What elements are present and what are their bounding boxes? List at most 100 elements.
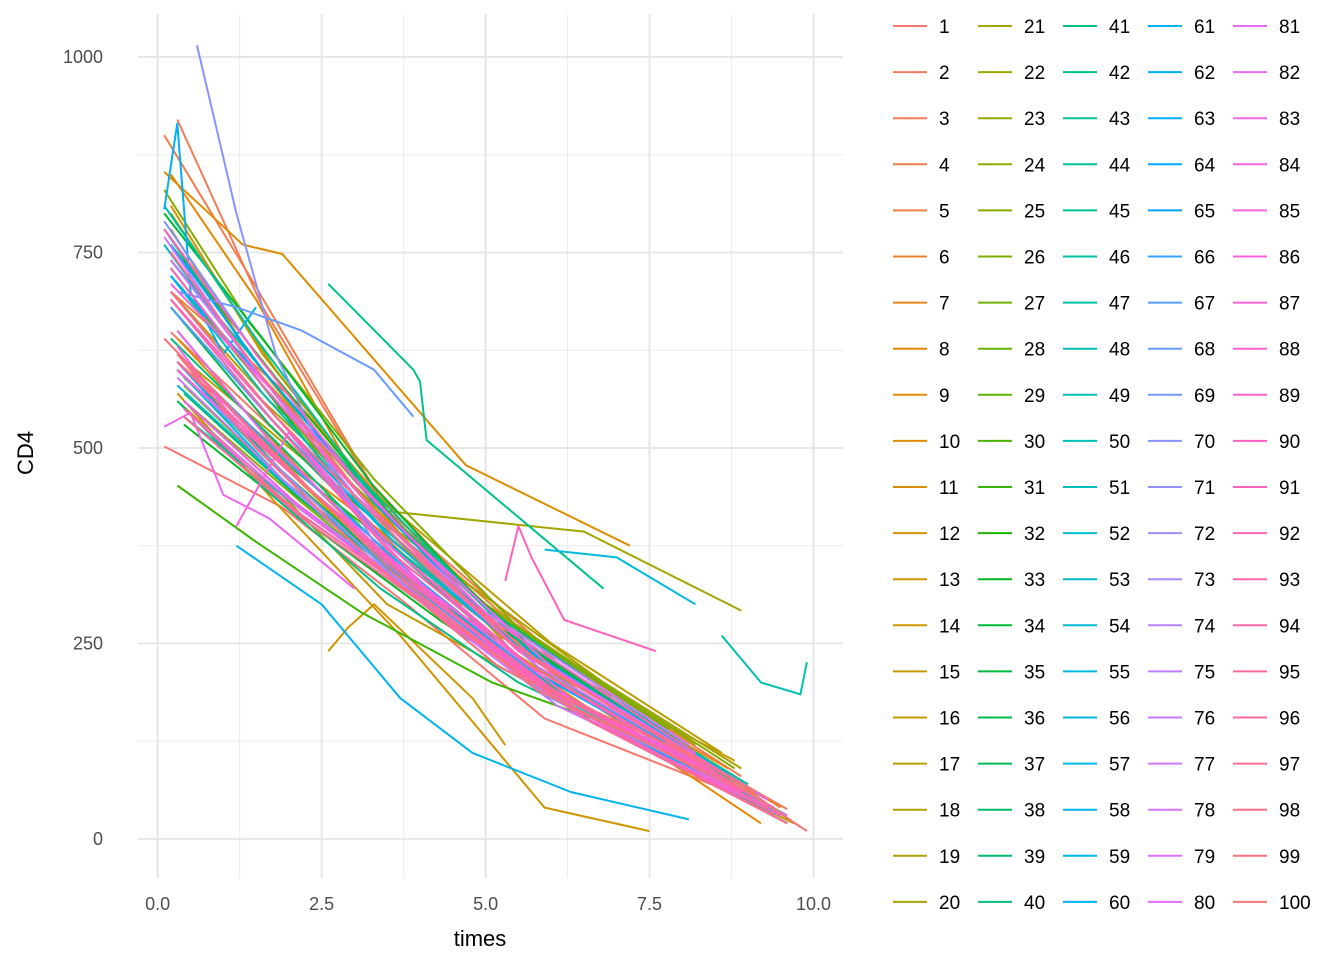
legend-label: 16 bbox=[939, 709, 960, 730]
legend-label: 31 bbox=[1024, 478, 1045, 499]
legend-label: 96 bbox=[1279, 709, 1300, 730]
legend-item: 59 bbox=[1063, 847, 1130, 868]
series-line-95 bbox=[176, 361, 769, 809]
legend-item: 92 bbox=[1233, 524, 1300, 545]
legend-item: 40 bbox=[978, 893, 1045, 914]
legend-item: 1 bbox=[893, 17, 950, 38]
legend-label: 93 bbox=[1279, 570, 1300, 591]
legend-item: 95 bbox=[1233, 662, 1300, 683]
legend-item: 83 bbox=[1233, 109, 1300, 130]
legend-item: 24 bbox=[978, 155, 1046, 176]
x-tick-label: 0.0 bbox=[145, 894, 170, 914]
legend-label: 10 bbox=[939, 432, 960, 453]
legend-item: 37 bbox=[978, 755, 1045, 776]
legend-item: 72 bbox=[1148, 524, 1215, 545]
x-axis-title: times bbox=[454, 926, 507, 951]
legend-item: 86 bbox=[1233, 248, 1300, 269]
legend-label: 41 bbox=[1109, 17, 1130, 38]
legend-item: 100 bbox=[1233, 893, 1311, 914]
legend-label: 48 bbox=[1109, 340, 1130, 361]
legend-item: 48 bbox=[1063, 340, 1130, 361]
legend-item: 18 bbox=[893, 801, 960, 822]
series-line-10 bbox=[163, 171, 631, 547]
series-line-88 bbox=[170, 298, 742, 793]
legend-label: 57 bbox=[1109, 755, 1130, 776]
legend-item: 43 bbox=[1063, 109, 1130, 130]
legend-item: 41 bbox=[1063, 17, 1130, 38]
series-line-94 bbox=[170, 298, 749, 793]
legend-item: 84 bbox=[1233, 155, 1301, 176]
legend-label: 81 bbox=[1279, 17, 1300, 38]
series-line-91 bbox=[504, 525, 657, 653]
legend-label: 69 bbox=[1194, 386, 1215, 407]
legend-label: 7 bbox=[939, 294, 950, 315]
legend-label: 76 bbox=[1194, 709, 1215, 730]
legend-label: 65 bbox=[1194, 201, 1215, 222]
legend-label: 73 bbox=[1194, 570, 1215, 591]
series-line-82 bbox=[163, 411, 356, 590]
legend-item: 13 bbox=[893, 570, 960, 591]
legend-label: 28 bbox=[1024, 340, 1045, 361]
series-line-65 bbox=[169, 244, 716, 770]
legend-item: 7 bbox=[893, 294, 950, 315]
series-line-87 bbox=[176, 369, 775, 809]
series-line-83 bbox=[170, 283, 769, 801]
legend-item: 10 bbox=[893, 432, 960, 453]
legend-label: 17 bbox=[939, 755, 960, 776]
legend-label: 60 bbox=[1109, 893, 1130, 914]
legend-item: 31 bbox=[978, 478, 1045, 499]
legend-item: 96 bbox=[1233, 709, 1300, 730]
legend-label: 79 bbox=[1194, 847, 1215, 868]
legend-item: 4 bbox=[893, 155, 950, 176]
legend-item: 66 bbox=[1148, 248, 1215, 269]
legend-label: 64 bbox=[1194, 155, 1216, 176]
legend-item: 88 bbox=[1233, 340, 1300, 361]
series-line-89 bbox=[176, 353, 762, 801]
legend-label: 36 bbox=[1024, 709, 1045, 730]
legend-label: 18 bbox=[939, 801, 960, 822]
legend-label: 9 bbox=[939, 386, 950, 407]
legend-label: 42 bbox=[1109, 63, 1130, 84]
legend: 1234567891011121314151617181920212223242… bbox=[893, 17, 1311, 914]
legend-label: 78 bbox=[1194, 801, 1215, 822]
legend-label: 53 bbox=[1109, 570, 1130, 591]
legend-item: 5 bbox=[893, 201, 950, 222]
legend-label: 49 bbox=[1109, 386, 1130, 407]
y-tick-label: 500 bbox=[73, 438, 103, 458]
legend-item: 9 bbox=[893, 386, 950, 407]
legend-label: 74 bbox=[1194, 616, 1216, 637]
legend-item: 17 bbox=[893, 755, 960, 776]
y-tick-label: 750 bbox=[73, 242, 103, 262]
legend-item: 56 bbox=[1063, 709, 1130, 730]
series-line-25 bbox=[163, 189, 736, 770]
legend-label: 34 bbox=[1024, 616, 1046, 637]
legend-label: 51 bbox=[1109, 478, 1130, 499]
legend-label: 12 bbox=[939, 524, 960, 545]
legend-item: 94 bbox=[1233, 616, 1301, 637]
legend-item: 61 bbox=[1148, 17, 1215, 38]
legend-label: 56 bbox=[1109, 709, 1130, 730]
legend-label: 85 bbox=[1279, 201, 1300, 222]
series-line-98 bbox=[170, 290, 756, 793]
legend-item: 51 bbox=[1063, 478, 1130, 499]
legend-label: 20 bbox=[939, 893, 960, 914]
legend-label: 68 bbox=[1194, 340, 1215, 361]
series-lines bbox=[163, 45, 808, 833]
legend-item: 85 bbox=[1233, 201, 1300, 222]
legend-label: 54 bbox=[1109, 616, 1131, 637]
legend-item: 78 bbox=[1148, 801, 1215, 822]
legend-item: 82 bbox=[1233, 63, 1300, 84]
legend-label: 86 bbox=[1279, 248, 1300, 269]
legend-item: 3 bbox=[893, 109, 950, 130]
legend-item: 45 bbox=[1063, 201, 1130, 222]
series-line-23 bbox=[169, 212, 749, 786]
legend-item: 90 bbox=[1233, 432, 1300, 453]
legend-item: 70 bbox=[1148, 432, 1215, 453]
legend-label: 1 bbox=[939, 17, 950, 38]
x-tick-label: 5.0 bbox=[473, 894, 498, 914]
legend-label: 3 bbox=[939, 109, 950, 130]
legend-label: 25 bbox=[1024, 201, 1045, 222]
legend-item: 71 bbox=[1148, 478, 1215, 499]
legend-label: 88 bbox=[1279, 340, 1300, 361]
